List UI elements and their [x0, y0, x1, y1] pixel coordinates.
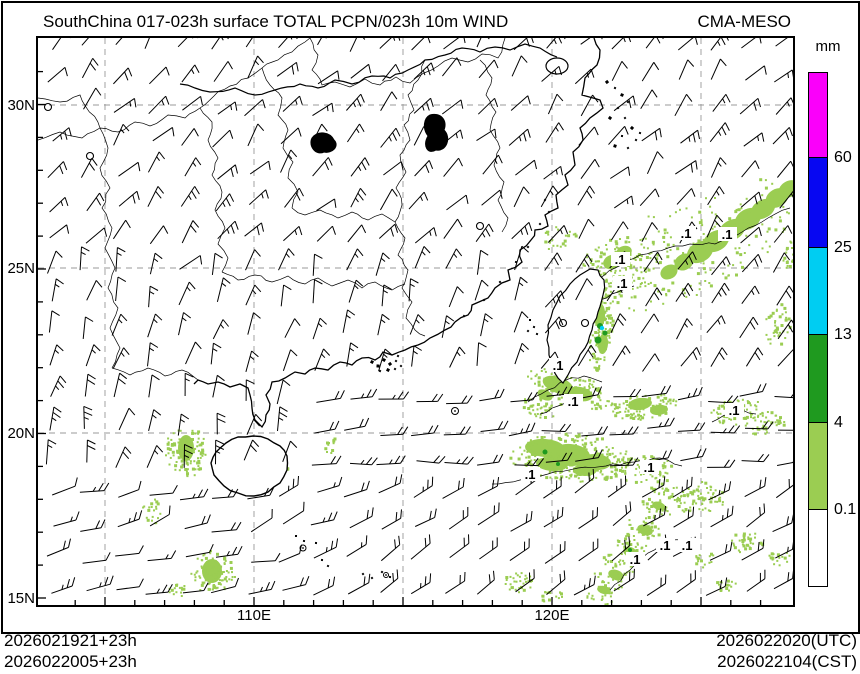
- contour-label: .1: [644, 460, 655, 475]
- colorbar-segment: [808, 423, 828, 510]
- colorbar-segment: [808, 248, 828, 335]
- valid-time-utc: 2026022020(UTC): [716, 631, 857, 650]
- contour-label: .1: [722, 227, 733, 242]
- colorbar-tick-label: 13: [834, 326, 852, 343]
- valid-time-cst: 2026022104(CST): [717, 652, 857, 671]
- contour-label: .1: [630, 552, 641, 567]
- colorbar-unit-label: mm: [815, 38, 841, 55]
- geography-layer: [38, 38, 606, 497]
- poyang-lake: [423, 113, 449, 152]
- lon-label-120E: 120E: [534, 607, 570, 624]
- mainland-coastline: [193, 38, 604, 429]
- map-canvas: .1 .1 .1 .1 .1 .1 .1 .1 .1 .1 .1 .1: [38, 38, 793, 605]
- init-time-utc: 2026021921+23h: [4, 631, 137, 650]
- model-name-label: CMA-MESO: [697, 12, 792, 31]
- init-time-cst: 2026022005+23h: [4, 652, 137, 671]
- contour-label: .1: [681, 226, 692, 241]
- contour-label: .1: [553, 358, 564, 373]
- calm-wind-circle: [43, 102, 53, 112]
- contour-label-layer: .1 .1 .1 .1 .1 .1 .1 .1 .1 .1 .1 .1: [521, 226, 744, 567]
- colorbar-tick-label: 25: [834, 239, 852, 256]
- colorbar-segment: [808, 72, 828, 158]
- contour-label: .1: [660, 538, 671, 553]
- taihu-lake: [545, 57, 569, 75]
- island-dots: [294, 79, 642, 580]
- contour-label: .1: [525, 467, 536, 482]
- colorbar-tick-label: 0.1: [834, 501, 857, 518]
- lat-label-25N: 25N: [7, 260, 35, 277]
- contour-label: .1: [682, 538, 693, 553]
- colorbar-segment: [808, 158, 828, 248]
- hainan-island: [210, 435, 289, 497]
- dongting-lake: [310, 132, 337, 154]
- lat-label-20N: 20N: [7, 425, 35, 442]
- colorbar-tick-label: 4: [834, 414, 843, 431]
- calm-wind-circle: [85, 151, 95, 161]
- wind-barb-layer: [43, 38, 793, 597]
- contour-label: .1: [729, 403, 740, 418]
- colorbar-segment: [808, 335, 828, 423]
- taiwan-island: [546, 268, 606, 384]
- colorbar-tick-label: 60: [834, 149, 852, 166]
- contour-label: .1: [568, 394, 579, 409]
- lat-label-30N: 30N: [7, 97, 35, 114]
- colorbar-segment: [808, 510, 828, 587]
- axis-ticks: [38, 70, 762, 605]
- map-layers: .1 .1 .1 .1 .1 .1 .1 .1 .1 .1 .1 .1: [38, 38, 793, 605]
- lat-label-15N: 15N: [7, 590, 35, 607]
- calm-wind-circle: [580, 318, 590, 328]
- calm-wind-circle: [558, 318, 568, 328]
- calm-wind-circle: [475, 221, 485, 231]
- yangtze-river: [179, 43, 558, 96]
- lon-label-110E: 110E: [237, 607, 271, 624]
- precip-layer: [142, 178, 793, 605]
- contour-label: .1: [617, 276, 628, 291]
- contour-label: .1: [615, 252, 626, 267]
- chart-title: SouthChina 017-023h surface TOTAL PCPN/0…: [43, 12, 509, 31]
